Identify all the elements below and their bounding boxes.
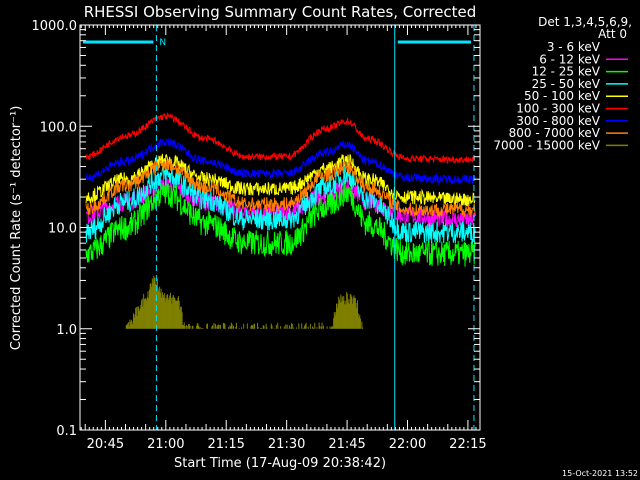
y-tick-label: 10.0: [48, 222, 77, 237]
legend-label: 25 - 50 keV: [532, 77, 601, 91]
x-tick-label: 21:45: [328, 437, 365, 452]
x-tick-label: 21:15: [207, 437, 244, 452]
series-100-300-kev-line: [85, 112, 476, 165]
x-tick-label: 22:15: [449, 437, 486, 452]
series-7000-15000-kev-line: [125, 275, 364, 329]
legend-label: 6 - 12 keV: [539, 52, 601, 66]
x-tick-label: 20:45: [87, 437, 124, 452]
y-tick-label: 100.0: [40, 120, 77, 135]
y-axis: 0.1 1.0 10.0 100.0 1000.0: [32, 19, 480, 439]
x-axis-label: Start Time (17-Aug-09 20:38:42): [174, 456, 386, 471]
series-50-100-kev-line: [85, 153, 476, 207]
series-300-800-kev-line: [85, 138, 476, 186]
chart-title: RHESSI Observing Summary Count Rates, Co…: [84, 3, 477, 21]
y-axis-label: Corrected Count Rate (s⁻¹ detector⁻¹): [9, 106, 24, 351]
legend-label: 300 - 800 keV: [516, 114, 600, 128]
legend-label: 100 - 300 keV: [516, 102, 600, 116]
y-tick-label: 0.1: [56, 424, 77, 439]
legend-label: 800 - 7000 keV: [509, 126, 601, 140]
footer-timestamp: 15-Oct-2021 13:52: [562, 469, 638, 478]
series-layer: [85, 112, 476, 329]
y-tick-label: 1000.0: [32, 19, 78, 34]
legend-label: 12 - 25 keV: [532, 65, 601, 79]
series-12-25-kev-line: [85, 180, 476, 267]
y-tick-label: 1.0: [56, 323, 77, 338]
x-tick-label: 22:00: [389, 437, 426, 452]
legend-label: 3 - 6 keV: [547, 40, 601, 54]
legend-header-line-1: Det 1,3,4,5,6,9,: [538, 15, 632, 29]
legend-label: 50 - 100 keV: [524, 89, 601, 103]
series-25-50-kev-line: [85, 165, 476, 244]
series-800-7000-kev-line: [85, 158, 476, 219]
legend-header-line-2: Att 0: [598, 27, 627, 41]
x-axis: 20:45 21:00 21:15 21:30 21:45 22:00 22:15: [80, 25, 487, 452]
legend-label: 7000 - 15000 keV: [493, 138, 600, 152]
x-tick-label: 21:00: [147, 437, 184, 452]
night-label: N: [159, 38, 166, 48]
x-tick-label: 21:30: [268, 437, 305, 452]
